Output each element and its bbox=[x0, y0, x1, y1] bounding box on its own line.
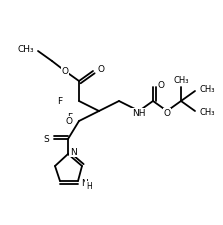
Text: F: F bbox=[57, 97, 62, 106]
Text: CH₃: CH₃ bbox=[17, 45, 34, 54]
Text: O: O bbox=[97, 65, 104, 74]
Text: N: N bbox=[81, 179, 88, 188]
Text: O: O bbox=[158, 81, 165, 90]
Text: O: O bbox=[62, 67, 68, 76]
Text: S: S bbox=[43, 135, 49, 144]
Text: NH: NH bbox=[132, 109, 146, 118]
Text: CH₃: CH₃ bbox=[173, 76, 189, 85]
Text: N: N bbox=[70, 148, 77, 157]
Text: O: O bbox=[66, 117, 73, 126]
Text: O: O bbox=[163, 109, 171, 118]
Text: CH₃: CH₃ bbox=[200, 108, 215, 117]
Text: H: H bbox=[86, 182, 92, 191]
Text: CH₃: CH₃ bbox=[200, 85, 215, 94]
Text: F: F bbox=[67, 113, 72, 122]
